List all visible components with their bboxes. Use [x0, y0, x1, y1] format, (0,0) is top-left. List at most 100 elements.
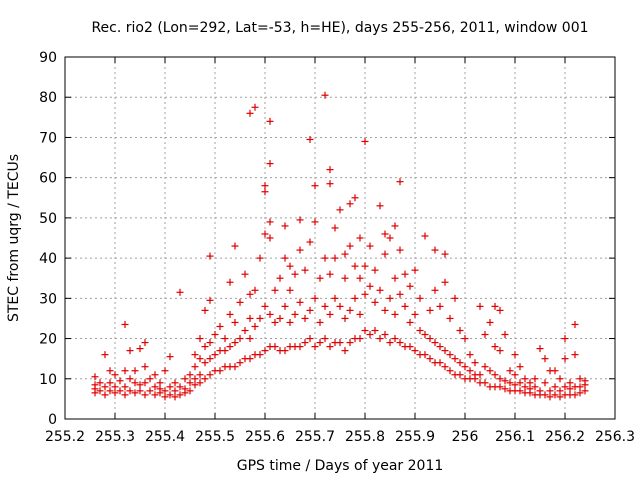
data-point: [381, 331, 389, 339]
data-point: [381, 230, 389, 238]
data-point: [291, 310, 299, 318]
data-point: [246, 109, 254, 117]
data-point: [251, 286, 259, 294]
data-point: [241, 270, 249, 278]
data-point: [516, 379, 524, 387]
data-point: [386, 294, 394, 302]
data-point: [266, 160, 274, 168]
data-point: [266, 117, 274, 125]
data-point: [351, 194, 359, 202]
data-point: [501, 377, 509, 385]
data-point: [236, 298, 244, 306]
data-point: [561, 335, 569, 343]
data-point: [246, 314, 254, 322]
data-point: [576, 375, 584, 383]
data-point: [526, 379, 534, 387]
data-point: [436, 359, 444, 367]
x-tick-label: 256.1: [495, 429, 535, 445]
data-point: [176, 383, 184, 391]
data-point: [396, 290, 404, 298]
data-point: [551, 367, 559, 375]
data-point: [296, 298, 304, 306]
data-point: [106, 379, 114, 387]
data-point: [451, 294, 459, 302]
data-point: [281, 254, 289, 262]
data-point: [361, 327, 369, 335]
data-point: [541, 379, 549, 387]
data-point: [241, 327, 249, 335]
data-point: [491, 371, 499, 379]
data-point: [561, 355, 569, 363]
data-point: [411, 310, 419, 318]
data-point: [296, 343, 304, 351]
data-point: [301, 339, 309, 347]
data-point: [156, 379, 164, 387]
x-tick-label: 255.8: [345, 429, 385, 445]
data-point: [546, 393, 554, 401]
data-point: [331, 254, 339, 262]
data-point: [171, 393, 179, 401]
data-point: [436, 343, 444, 351]
data-point: [326, 310, 334, 318]
data-point: [201, 375, 209, 383]
data-point: [361, 262, 369, 270]
data-point: [251, 322, 259, 330]
data-point: [376, 335, 384, 343]
data-point: [261, 188, 269, 196]
data-point: [301, 266, 309, 274]
data-point: [306, 306, 314, 314]
data-point: [566, 379, 574, 387]
data-point: [256, 314, 264, 322]
data-point: [271, 343, 279, 351]
data-point: [201, 359, 209, 367]
data-point: [366, 282, 374, 290]
data-point: [186, 387, 194, 395]
data-point: [146, 387, 154, 395]
data-point: [446, 351, 454, 359]
data-point: [101, 391, 109, 399]
data-point: [406, 343, 414, 351]
data-point: [466, 351, 474, 359]
data-point: [196, 379, 204, 387]
data-point: [456, 359, 464, 367]
y-tick-label: 10: [39, 372, 57, 388]
data-point: [416, 327, 424, 335]
data-point: [551, 391, 559, 399]
data-point: [506, 367, 514, 375]
x-axis-label: GPS time / Days of year 2011: [237, 458, 444, 474]
data-point: [496, 347, 504, 355]
data-point: [391, 274, 399, 282]
data-point: [421, 232, 429, 240]
y-tick-label: 50: [39, 211, 57, 227]
data-point: [476, 371, 484, 379]
data-point: [431, 246, 439, 254]
data-point: [136, 381, 144, 389]
data-point: [456, 371, 464, 379]
data-point: [531, 375, 539, 383]
data-point: [426, 306, 434, 314]
data-point: [501, 331, 509, 339]
data-point: [541, 355, 549, 363]
data-point: [311, 343, 319, 351]
data-point: [266, 310, 274, 318]
data-point: [231, 363, 239, 371]
data-point: [116, 377, 124, 385]
y-tick-label: 80: [39, 90, 57, 106]
data-point: [306, 238, 314, 246]
data-point: [321, 302, 329, 310]
data-point: [276, 314, 284, 322]
data-point: [186, 379, 194, 387]
data-point: [121, 367, 129, 375]
data-point: [576, 383, 584, 391]
data-point: [231, 339, 239, 347]
data-point: [376, 202, 384, 210]
data-point: [501, 385, 509, 393]
data-point: [151, 391, 159, 399]
data-point: [286, 318, 294, 326]
data-point: [366, 242, 374, 250]
data-point: [556, 387, 564, 395]
data-point: [191, 351, 199, 359]
data-point: [516, 363, 524, 371]
data-point: [116, 387, 124, 395]
y-tick-labels: 0 10 20 30 40 50 60 70 80 90: [39, 50, 57, 428]
